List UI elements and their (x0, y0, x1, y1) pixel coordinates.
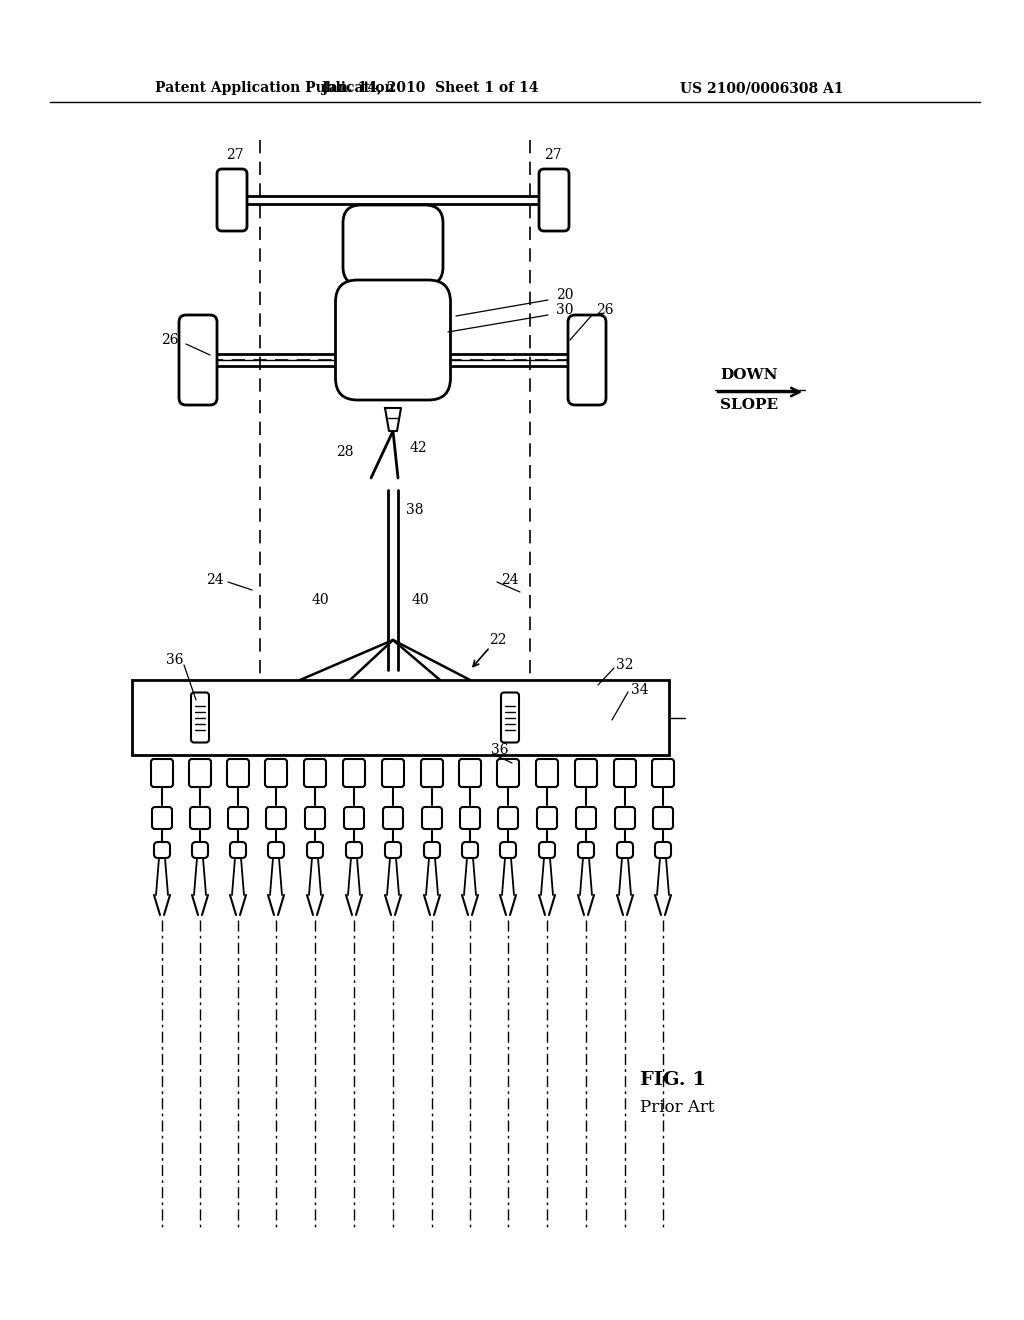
FancyBboxPatch shape (462, 842, 478, 858)
FancyBboxPatch shape (154, 842, 170, 858)
FancyBboxPatch shape (652, 759, 674, 787)
FancyBboxPatch shape (343, 205, 443, 285)
FancyBboxPatch shape (614, 759, 636, 787)
Text: 24: 24 (206, 573, 224, 587)
FancyBboxPatch shape (304, 759, 326, 787)
Text: 27: 27 (226, 148, 244, 162)
Text: 24: 24 (501, 573, 519, 587)
FancyBboxPatch shape (336, 280, 451, 400)
Text: 42: 42 (410, 441, 427, 455)
FancyBboxPatch shape (343, 759, 365, 787)
FancyBboxPatch shape (191, 693, 209, 742)
Text: 36: 36 (492, 743, 509, 756)
FancyBboxPatch shape (578, 842, 594, 858)
Text: 38: 38 (407, 503, 424, 517)
Text: Patent Application Publication: Patent Application Publication (155, 81, 394, 95)
FancyBboxPatch shape (190, 807, 210, 829)
FancyBboxPatch shape (459, 759, 481, 787)
FancyBboxPatch shape (539, 169, 569, 231)
FancyBboxPatch shape (653, 807, 673, 829)
FancyBboxPatch shape (498, 807, 518, 829)
FancyBboxPatch shape (568, 315, 606, 405)
Text: Prior Art: Prior Art (640, 1100, 715, 1117)
Text: 34: 34 (631, 682, 649, 697)
FancyBboxPatch shape (382, 759, 404, 787)
Text: 28: 28 (336, 445, 353, 459)
FancyBboxPatch shape (575, 759, 597, 787)
FancyBboxPatch shape (537, 807, 557, 829)
FancyBboxPatch shape (617, 842, 633, 858)
FancyBboxPatch shape (536, 759, 558, 787)
FancyBboxPatch shape (615, 807, 635, 829)
FancyBboxPatch shape (346, 842, 362, 858)
FancyBboxPatch shape (422, 807, 442, 829)
Text: 32: 32 (616, 657, 634, 672)
FancyBboxPatch shape (265, 759, 287, 787)
Bar (131, 680, 669, 755)
FancyBboxPatch shape (497, 759, 519, 787)
Text: 40: 40 (311, 593, 329, 607)
Text: 20: 20 (556, 288, 573, 302)
FancyBboxPatch shape (152, 807, 172, 829)
FancyBboxPatch shape (193, 842, 208, 858)
FancyBboxPatch shape (460, 807, 480, 829)
FancyBboxPatch shape (151, 759, 173, 787)
Text: 36: 36 (166, 653, 183, 667)
FancyBboxPatch shape (385, 842, 401, 858)
FancyBboxPatch shape (305, 807, 325, 829)
Text: SLOPE: SLOPE (720, 399, 778, 412)
Text: Jan. 14, 2010  Sheet 1 of 14: Jan. 14, 2010 Sheet 1 of 14 (322, 81, 539, 95)
FancyBboxPatch shape (383, 807, 403, 829)
FancyBboxPatch shape (500, 842, 516, 858)
FancyBboxPatch shape (227, 759, 249, 787)
Text: 40: 40 (412, 593, 429, 607)
FancyBboxPatch shape (344, 807, 364, 829)
FancyBboxPatch shape (655, 842, 671, 858)
Polygon shape (385, 408, 401, 432)
FancyBboxPatch shape (501, 693, 519, 742)
FancyBboxPatch shape (230, 842, 246, 858)
Text: 30: 30 (556, 304, 573, 317)
FancyBboxPatch shape (228, 807, 248, 829)
Text: 22: 22 (489, 634, 507, 647)
Text: 27: 27 (544, 148, 562, 162)
FancyBboxPatch shape (189, 759, 211, 787)
FancyBboxPatch shape (424, 842, 440, 858)
Text: FIG. 1: FIG. 1 (640, 1071, 707, 1089)
FancyBboxPatch shape (421, 759, 443, 787)
FancyBboxPatch shape (575, 807, 596, 829)
FancyBboxPatch shape (307, 842, 323, 858)
Text: 26: 26 (596, 304, 613, 317)
FancyBboxPatch shape (268, 842, 284, 858)
Text: DOWN: DOWN (720, 368, 777, 381)
Text: 26: 26 (161, 333, 179, 347)
FancyBboxPatch shape (266, 807, 286, 829)
FancyBboxPatch shape (179, 315, 217, 405)
Text: US 2100/0006308 A1: US 2100/0006308 A1 (680, 81, 844, 95)
FancyBboxPatch shape (217, 169, 247, 231)
FancyBboxPatch shape (539, 842, 555, 858)
